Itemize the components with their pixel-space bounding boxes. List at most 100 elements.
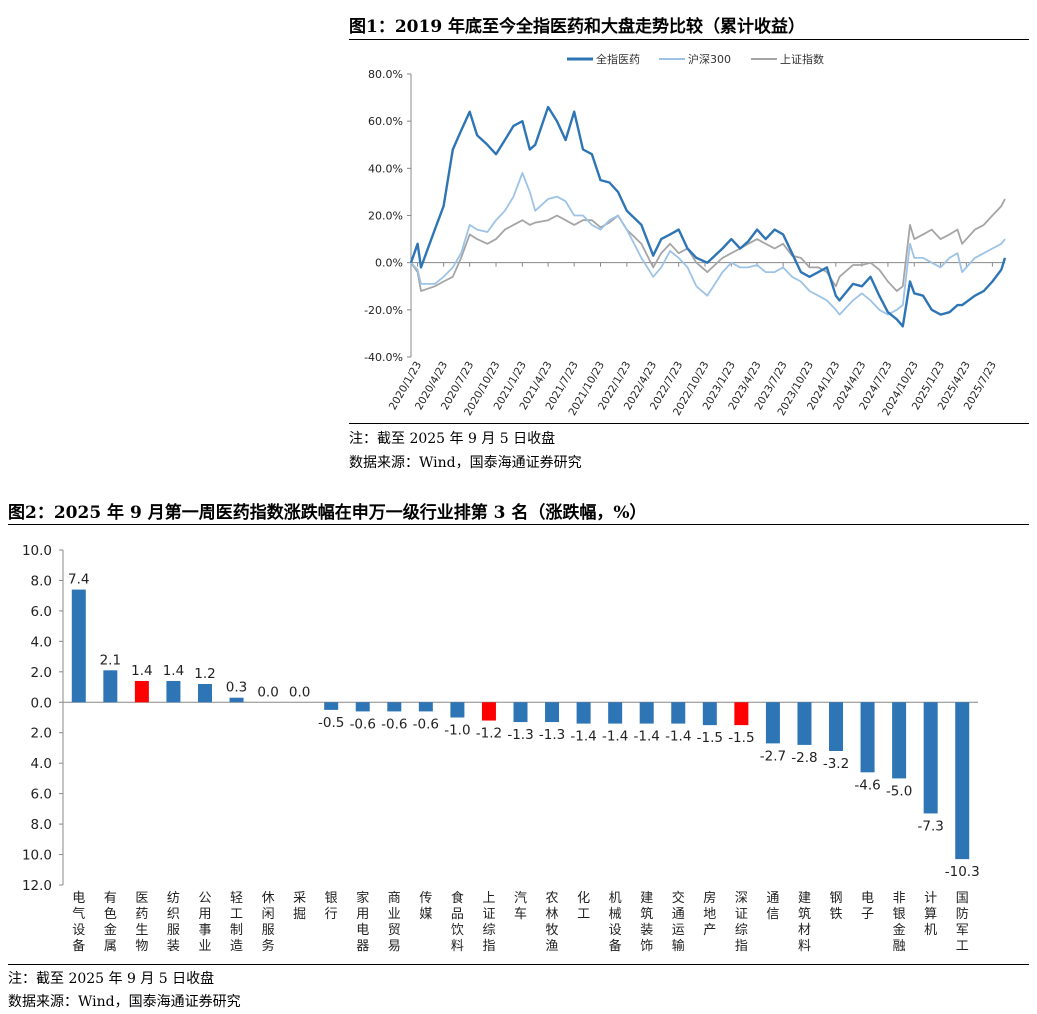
bar-value-label: -2.8: [791, 750, 817, 766]
category-label: 建筑材料: [798, 891, 811, 954]
bar-value-label: 0.3: [226, 680, 247, 696]
category-label: 家用电器: [356, 890, 369, 954]
bar-chart: 10.08.06.04.02.00.02.04.06.08.010.012.0 …: [22, 543, 980, 954]
category-label: 电气设备: [72, 891, 85, 954]
bar-value-label: -1.5: [728, 730, 754, 746]
bar: [513, 702, 528, 723]
bar: [955, 702, 970, 860]
legend-label-1: 全指医药: [596, 52, 640, 66]
figure2-source: 数据来源：Wind，国泰海通证券研究: [8, 994, 241, 1010]
bar: [71, 589, 86, 703]
bar-value-label: -4.6: [854, 777, 880, 793]
figure2-bottom-rule: [8, 964, 1029, 965]
bar: [671, 702, 686, 724]
legend-label-3: 上证指数: [780, 52, 824, 66]
category-label: 通信: [766, 891, 779, 922]
y-tick-label: 10.0: [22, 543, 52, 559]
bar: [829, 702, 844, 751]
category-label: 食品饮料: [451, 890, 464, 954]
line-chart: 全指医药 沪深300 上证指数 80.0% 60.0% 40.0% 20.0% 0.0% -2…: [364, 52, 1007, 418]
category-label: 计算机: [924, 891, 937, 938]
figure1-note: 注：截至 2025 年 9 月 5 日收盘: [349, 431, 556, 447]
bar: [355, 702, 370, 712]
y-tick-label: 0.0: [31, 695, 52, 711]
series-line-shangzheng: [410, 198, 1006, 292]
category-label: 交通运输: [672, 890, 685, 954]
bar: [481, 702, 496, 721]
y-tick-label: 12.0: [22, 878, 52, 894]
bar: [418, 702, 433, 712]
category-label: 电子: [861, 891, 874, 922]
bar-chart-bars: [71, 589, 970, 860]
y-tick-label: 10.0: [22, 848, 52, 864]
bar-value-label: -2.7: [760, 748, 786, 764]
bar-value-label: -1.3: [507, 727, 533, 743]
bar: [197, 684, 212, 703]
figure2-note: 注：截至 2025 年 9 月 5 日收盘: [8, 971, 215, 987]
bar: [702, 702, 717, 726]
bar: [166, 680, 181, 703]
bar-value-label: -1.4: [665, 729, 691, 745]
bar: [324, 702, 339, 710]
y-tick-label: -40.0%: [364, 351, 403, 364]
bar-value-label: -10.3: [945, 864, 980, 880]
bar: [103, 670, 118, 703]
category-label: 上证综指: [482, 891, 495, 954]
category-label: 非银金融: [893, 891, 906, 954]
category-label: 公用事业: [198, 891, 211, 954]
bar: [797, 702, 812, 745]
bar: [734, 702, 749, 726]
category-label: 银行: [325, 891, 338, 922]
bar-value-label: 1.2: [194, 666, 215, 682]
bar-value-label: -1.3: [539, 727, 565, 743]
bar-value-label: -5.0: [886, 783, 912, 799]
figure2-top-rule: [8, 524, 1029, 525]
bar: [639, 702, 654, 724]
bar-value-label: -0.6: [350, 716, 376, 732]
figure1-bottom-rule: [349, 423, 1029, 424]
category-label: 化工: [577, 891, 590, 922]
category-label: 房地产: [703, 890, 716, 938]
bar-value-label: -1.4: [602, 729, 628, 745]
bar-value-label: 7.4: [68, 572, 89, 588]
bar: [892, 702, 907, 779]
bar: [134, 680, 149, 703]
bar: [923, 702, 938, 814]
bar-chart-value-labels: 7.4 2.1 1.4 1.4 1.2 0.3 0.0 0.0 -0.5 -0.6 -0.6 -0.6…: [68, 572, 980, 881]
category-label: 机械设备: [609, 891, 622, 954]
category-label: 国防军工: [956, 891, 969, 954]
category-label: 商业贸易: [388, 891, 401, 954]
y-tick-label: 80.0%: [368, 68, 403, 81]
y-tick-label: 20.0%: [368, 210, 403, 223]
line-chart-y-axis: 80.0% 60.0% 40.0% 20.0% 0.0% -20.0% -40.0%: [364, 68, 412, 364]
y-tick-label: 8.0: [31, 573, 52, 589]
y-tick-label: -20.0%: [364, 304, 403, 317]
category-label: 采掘: [293, 891, 306, 922]
y-tick-label: 0.0%: [375, 257, 403, 270]
category-label: 有色金属: [104, 891, 117, 954]
category-label: 休闲服务: [262, 891, 275, 954]
bar: [860, 702, 875, 773]
bar-value-label: -7.3: [918, 818, 944, 834]
bar-value-label: 1.4: [131, 663, 152, 679]
bar-value-label: -1.4: [570, 729, 596, 745]
bar: [608, 702, 623, 724]
bar-value-label: -1.2: [476, 726, 502, 742]
y-tick-label: 60.0%: [368, 115, 403, 128]
bar-chart-y-axis: 10.0 8.0 6.0 4.0 2.0 0.0 2.0 4.0 6.0 8.0 10.0 12.0: [22, 543, 978, 894]
series-line-quanzhi-yiyao: [409, 105, 1007, 328]
legend-label-2: 沪深300: [688, 52, 731, 66]
bar-value-label: -3.2: [823, 756, 849, 772]
y-tick-label: 40.0%: [368, 162, 403, 175]
figure1-source: 数据来源：Wind，国泰海通证券研究: [349, 455, 582, 471]
bar-value-label: -1.4: [634, 729, 660, 745]
bar-value-label: 2.1: [100, 652, 121, 668]
category-label: 轻工制造: [230, 891, 243, 954]
series-line-hs300: [410, 172, 1006, 316]
y-tick-label: 6.0: [31, 787, 52, 803]
figure2-title: 图2：2025 年 9 月第一周医药指数涨跌幅在申万一级行业排第 3 名（涨跌幅…: [8, 503, 647, 523]
bar-value-label: -1.0: [444, 723, 470, 739]
bar-value-label: -1.5: [697, 730, 723, 746]
bar: [387, 702, 402, 712]
category-label: 建筑装饰: [640, 891, 653, 954]
